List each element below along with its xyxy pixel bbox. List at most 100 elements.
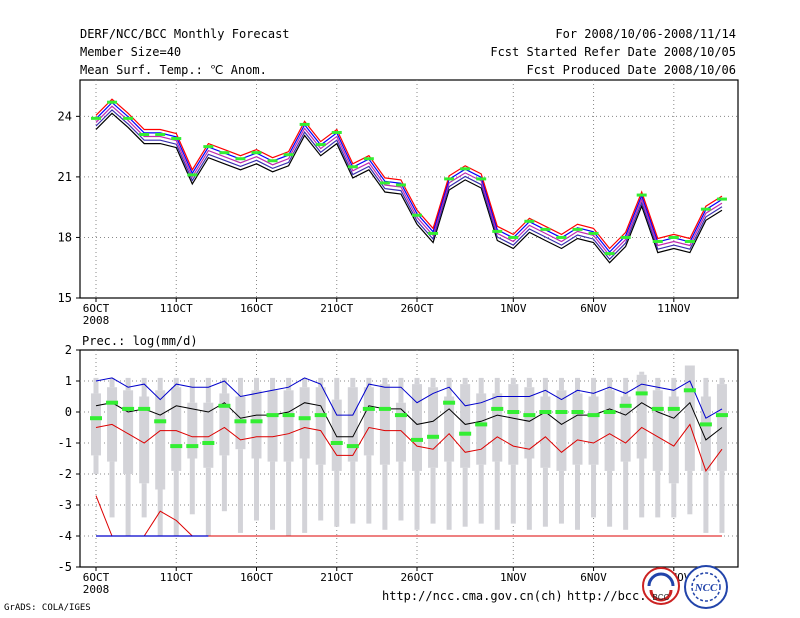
precip-whisker-upper — [157, 377, 163, 391]
precip-obs-marker — [250, 419, 263, 424]
precip-box — [540, 396, 551, 468]
temp-obs-marker — [347, 165, 358, 169]
precip-whisker-lower — [494, 461, 500, 530]
precip-whisker-upper — [558, 377, 564, 391]
variable-label: Mean Surf. Temp.: ℃ Anom. — [80, 63, 267, 77]
precip-box — [91, 393, 101, 456]
temp-obs-marker — [171, 137, 182, 141]
y-tick-label: -4 — [58, 529, 72, 543]
temp-obs-marker — [428, 231, 439, 235]
precip-obs-marker — [667, 406, 680, 411]
precip-whisker-lower — [286, 461, 292, 536]
precip-whisker-upper — [270, 377, 276, 391]
precip-box — [604, 390, 615, 471]
precip-whisker-upper — [141, 377, 147, 397]
precip-whisker-upper — [639, 371, 645, 375]
y-tick-label: 1 — [65, 374, 72, 388]
temp-obs-marker — [187, 173, 198, 177]
y-tick-label: -1 — [58, 436, 72, 450]
precip-box — [267, 390, 278, 462]
temp-member-line — [95, 109, 723, 261]
precip-obs-marker — [330, 441, 343, 445]
precip-whisker-lower — [687, 470, 693, 515]
x-tick-label: 6NOV — [580, 302, 607, 315]
y-tick-label: -5 — [58, 560, 72, 574]
x-tick-label: 26OCT — [400, 302, 433, 315]
temp-obs-marker — [395, 183, 406, 187]
precip-whisker-upper — [350, 377, 356, 388]
precip-obs-marker — [202, 441, 215, 445]
temp-obs-marker — [668, 235, 679, 239]
precip-box — [315, 387, 326, 465]
precip-box — [155, 390, 166, 490]
temp-obs-marker — [235, 157, 246, 161]
temp-obs-marker — [540, 227, 551, 231]
precip-whisker-upper — [334, 377, 340, 400]
precip-whisker-upper — [189, 377, 195, 403]
temp-obs-marker — [412, 213, 422, 217]
temp-obs-marker — [492, 229, 503, 233]
precip-obs-marker — [378, 406, 391, 411]
precip-obs-marker — [122, 406, 135, 411]
precip-whisker-upper — [109, 377, 115, 388]
x-year-label: 2008 — [83, 314, 110, 327]
temp-obs-marker — [267, 159, 278, 163]
precip-obs-marker — [298, 416, 311, 421]
url-link-bcc[interactable]: http://bcc. — [567, 589, 647, 603]
precip-whisker-upper — [462, 377, 468, 385]
y-tick-label: 21 — [58, 170, 72, 184]
precip-box — [524, 387, 535, 459]
precip-obs-marker — [683, 388, 696, 393]
temp-obs-marker — [139, 133, 150, 136]
forecast-started: Fcst Started Refer Date 2008/10/05 — [490, 45, 736, 59]
url-link-ch[interactable]: http://ncc.cma.gov.cn(ch) — [382, 589, 563, 603]
precip-whisker-lower — [526, 458, 532, 530]
temp-obs-marker — [331, 130, 342, 134]
temp-obs-marker — [620, 235, 631, 239]
precip-whisker-upper — [703, 377, 709, 397]
bcc-logo-text: BCC — [653, 593, 670, 602]
temp-obs-marker — [363, 157, 374, 161]
temp-obs-marker — [460, 167, 471, 171]
y-tick-label: 24 — [58, 109, 72, 123]
precip-box — [412, 384, 422, 471]
precip-whisker-lower — [671, 483, 677, 518]
precip-whisker-upper — [591, 377, 597, 397]
precip-obs-marker — [555, 410, 568, 414]
precip-whisker-upper — [254, 377, 259, 391]
precip-whisker-lower — [655, 470, 661, 518]
precip-whisker-lower — [430, 467, 436, 524]
precip-obs-marker — [603, 410, 616, 414]
precip-whisker-lower — [141, 483, 147, 518]
temp-obs-marker — [524, 219, 535, 223]
precip-box — [395, 402, 406, 462]
precip-whisker-upper — [302, 377, 308, 388]
ncc-logo-text: NCC — [694, 582, 718, 594]
precip-whisker-lower — [109, 461, 115, 518]
temp-obs-marker — [444, 177, 455, 181]
precip-whisker-lower — [366, 455, 372, 524]
precip-whisker-lower — [93, 455, 99, 474]
precip-obs-marker — [475, 422, 488, 427]
precip-whisker-lower — [334, 470, 340, 527]
precip-whisker-lower — [558, 470, 564, 524]
forecast-period: For 2008/10/06-2008/11/14 — [555, 27, 736, 41]
precip-mean-line — [95, 401, 723, 441]
precip-whisker-upper — [526, 377, 532, 388]
temp-obs-marker — [700, 207, 711, 211]
x-tick-label: 11NOV — [657, 302, 690, 315]
precip-box — [251, 390, 262, 459]
temp-member-line — [95, 112, 723, 264]
x-tick-label: 21OCT — [320, 571, 353, 584]
precip-obs-marker — [314, 413, 327, 418]
temp-member-line — [95, 105, 723, 257]
temp-obs-marker — [604, 252, 615, 256]
precip-upper-line — [95, 377, 723, 419]
precip-obs-marker — [699, 422, 712, 427]
precip-obs-marker — [411, 437, 423, 442]
precip-whisker-lower — [382, 464, 388, 530]
precip-whisker-lower — [639, 458, 645, 518]
panel-frame-temperature — [79, 79, 739, 299]
precip-box — [139, 396, 150, 484]
precip-whisker-upper — [414, 377, 420, 385]
